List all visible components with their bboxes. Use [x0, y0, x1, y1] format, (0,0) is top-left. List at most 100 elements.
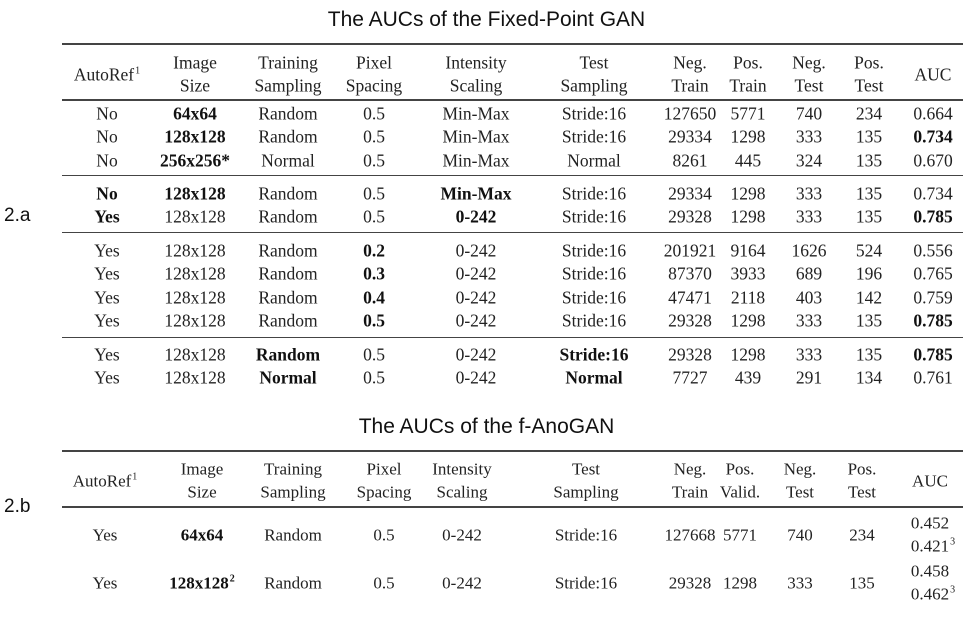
cell-text: Min-Max — [442, 103, 510, 124]
cell-text: 127668 — [664, 525, 716, 545]
cell-text: 1298 — [730, 344, 766, 365]
cell-text: Min-Max — [440, 183, 512, 204]
column-header: Train — [671, 77, 708, 95]
table-cell: Stride:16 — [555, 575, 617, 592]
cell-text: Yes — [94, 263, 120, 284]
cell-text: 740 — [787, 525, 813, 545]
column-header: Test — [795, 77, 824, 95]
table-cell: 128x128 — [164, 128, 225, 146]
column-header: Test — [786, 484, 814, 501]
table-cell: 29328 — [668, 346, 712, 364]
cell-text: Yes — [94, 287, 120, 308]
column-header: Training — [258, 54, 318, 72]
table-cell: 0.765 — [913, 265, 952, 283]
table-cell: 256x256* — [160, 152, 230, 170]
table-cell: 0.785 — [913, 346, 952, 364]
cell-text: 0-242 — [455, 310, 497, 331]
cell-text: 3933 — [730, 263, 766, 284]
cell-text: 0.5 — [363, 310, 385, 331]
cell-text: 0-242 — [455, 287, 497, 308]
cell-text: 64x64 — [180, 525, 224, 545]
table-cell: 1298 — [731, 208, 766, 226]
table-cell: 29328 — [668, 208, 712, 226]
cell-text: 2118 — [730, 287, 766, 308]
table-cell: 333 — [796, 346, 822, 364]
table-cell: 47471 — [668, 289, 712, 307]
column-header: Sampling — [254, 77, 321, 95]
table-cell: Normal — [259, 369, 316, 387]
column-header: Neg. — [792, 54, 826, 72]
table-cell: Random — [258, 242, 317, 260]
table-cell: Normal — [261, 152, 314, 170]
cell-text: AUC — [914, 63, 952, 84]
cell-text: Stride:16 — [561, 240, 627, 261]
table-cell: 1298 — [731, 128, 766, 146]
cell-text: Neg. — [783, 459, 817, 479]
cell-text: 1298 — [723, 573, 757, 593]
cell-text: Scaling — [436, 482, 488, 502]
table-cell: Yes — [94, 312, 119, 330]
cell-text: 524 — [855, 240, 883, 261]
table-cell: Yes — [93, 527, 118, 544]
cell-text: 0-242 — [455, 240, 497, 261]
table-cell: 0.670 — [913, 152, 952, 170]
column-header: AUC — [914, 63, 952, 84]
cell-text: 0.3 — [363, 263, 385, 284]
column-header: Sampling — [553, 484, 618, 501]
table-cell: 29328 — [668, 312, 712, 330]
table-rule — [62, 506, 963, 508]
cell-text: 0.664 — [913, 103, 953, 124]
table-cell: 0-242 — [456, 242, 497, 260]
cell-text: Yes — [94, 367, 120, 388]
table-cell: 128x128 — [164, 208, 225, 226]
table-cell: 740 — [796, 105, 822, 123]
cell-text: Pos. — [725, 459, 755, 479]
table-cell: 524 — [856, 242, 882, 260]
cell-text: Pos. — [847, 459, 877, 479]
table-cell: 445 — [735, 152, 761, 170]
cell-text: Training — [264, 459, 322, 479]
table-cell: 0.5 — [373, 575, 394, 592]
column-header: Test — [572, 461, 600, 478]
cell-text: Test — [571, 459, 601, 479]
table-cell: 0.3 — [363, 265, 385, 283]
cell-text: Random — [264, 573, 322, 593]
cell-text: 1626 — [791, 240, 827, 261]
cell-text: Train — [671, 482, 709, 502]
cell-text: 0.734 — [913, 126, 953, 147]
table-cell: 128x128 — [164, 346, 225, 364]
cell-text: No — [96, 150, 118, 171]
cell-text: Size — [187, 482, 217, 502]
auc-value: 0.4623 — [911, 585, 955, 603]
cell-text: Normal — [565, 367, 623, 388]
cell-text: Size — [179, 75, 211, 96]
table-cell: 5771 — [723, 527, 757, 544]
table-cell: Stride:16 — [562, 105, 626, 123]
cell-text: 135 — [855, 150, 883, 171]
table-cell: 128x128 — [164, 369, 225, 387]
table-cell: 134 — [856, 369, 882, 387]
table-cell: 0-242 — [442, 527, 482, 544]
column-header: Pixel — [367, 461, 402, 478]
cell-text: Sampling — [260, 482, 326, 502]
cell-text: Spacing — [345, 75, 403, 96]
table-cell: 7727 — [673, 369, 708, 387]
table-rule — [62, 232, 963, 233]
table-cell: 135 — [856, 208, 882, 226]
cell-text: Yes — [94, 206, 120, 227]
cell-text: 135 — [849, 573, 875, 593]
cell-text: 445 — [734, 150, 762, 171]
table-cell: 0.5 — [363, 185, 385, 203]
cell-text: 201921 — [663, 240, 717, 261]
table-cell: 333 — [796, 312, 822, 330]
table-cell: 128x128 — [164, 265, 225, 283]
table-cell: 135 — [856, 185, 882, 203]
cell-text: 0.5 — [363, 206, 385, 227]
cell-text: 29328 — [668, 206, 712, 227]
table-cell: Stride:16 — [562, 265, 626, 283]
cell-text: Yes — [94, 344, 120, 365]
table-cell: 64x64 — [173, 105, 217, 123]
cell-text: 291 — [795, 367, 823, 388]
cell-text: 5771 — [723, 525, 757, 545]
table-a-label: 2.a — [4, 205, 31, 226]
